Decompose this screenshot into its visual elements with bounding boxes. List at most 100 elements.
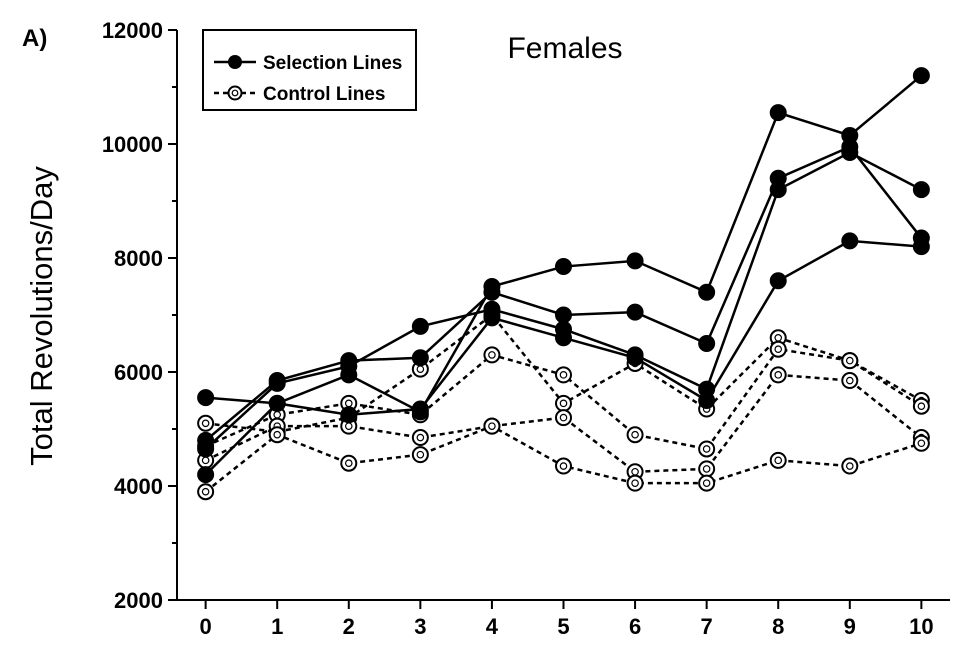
legend-selection-label: Selection Lines [263,53,402,74]
control-data-point [912,434,930,452]
y-tick-label: 4000 [114,474,163,499]
y-tick-label: 10000 [102,132,163,157]
selection-data-point [411,400,429,418]
control-data-point-inner [344,459,353,468]
control-line-8 [197,417,930,501]
control-data-point [340,454,358,472]
x-tick-label: 7 [701,614,713,639]
control-data-point [268,426,286,444]
selection-data-point [197,466,215,484]
selection-data-point [483,283,501,301]
control-data-point [555,457,572,475]
control-data-point [555,409,572,427]
control-data-point-inner [702,479,711,487]
y-tick-label: 2000 [114,588,163,613]
legend-control-marker-inner [231,89,239,97]
legend-selection-marker [228,55,242,69]
y-tick-label: 6000 [114,360,163,385]
control-data-point-inner [559,371,568,379]
panel-label: A) [22,25,47,52]
control-data-point-inner [631,430,639,439]
selection-line-path [205,74,923,414]
legend-control-marker [227,85,243,101]
selection-data-point [698,392,716,409]
control-data-point-inner [774,345,783,354]
selection-data-point [555,329,572,347]
control-data-point-inner [488,351,496,359]
selection-data-point [769,104,787,122]
control-data-point [197,414,215,432]
legend-control-label: Control Lines [263,84,385,105]
legend: Selection Lines Control Lines [202,29,417,111]
control-data-point [411,446,429,464]
selection-data-point [626,252,644,270]
control-data-point-inner [917,439,926,448]
control-data-point [912,397,930,415]
selection-data-point [769,181,787,199]
control-data-point-inner [416,450,425,459]
control-data-point [626,426,644,444]
selection-data-point [340,406,358,424]
y-axis-label: Total Revolutions/Day [24,166,59,466]
x-tick-label: 5 [557,614,569,639]
selection-data-point [483,309,501,327]
selection-line-4 [197,232,930,484]
x-tick-label: 0 [200,614,212,639]
control-data-point [555,366,572,384]
selection-data-point [769,272,787,290]
control-line-path [205,373,923,474]
selection-data-point [698,283,716,301]
selection-data-point [268,374,286,392]
y-tick-label: 12000 [102,18,163,43]
control-data-point [769,451,787,469]
control-data-point [483,346,501,364]
control-data-point-inner [273,430,282,439]
x-tick-label: 3 [414,614,426,639]
control-data-point [698,460,716,478]
control-data-point-inner [559,462,568,470]
x-tick-label: 6 [629,614,641,639]
selection-data-point [411,349,429,367]
control-data-point [626,474,644,492]
x-tick-label: 4 [486,614,499,639]
control-data-point-inner [416,433,425,442]
selection-data-point [912,67,930,85]
selection-data-point [340,357,358,375]
control-data-point-inner [917,402,926,411]
selection-data-point [268,394,286,412]
control-data-point [698,474,716,492]
control-data-point [698,440,716,458]
y-tick-label: 8000 [114,246,163,271]
selection-data-point [555,258,572,276]
selection-data-point [698,335,716,352]
selection-data-point [626,349,644,367]
control-data-point [841,457,859,475]
control-data-point-inner [845,462,854,470]
control-data-point-inner [559,399,568,408]
control-data-point-inner [702,465,711,473]
x-tick-label: 1 [271,614,283,639]
control-data-point [841,352,859,370]
axes: 2000 4000 6000 8000 10000 12000 0 1 2 3 4 5 6 7 8 9 10 [102,18,950,639]
control-data-point-inner [631,479,639,487]
control-data-point-inner [845,376,854,385]
selection-line-2 [197,138,930,449]
selection-data-point [841,232,859,250]
control-data-point-inner [774,371,783,379]
selection-data-point [555,306,572,324]
selection-data-point [841,144,859,162]
selection-line-path [204,239,922,476]
selection-data-point [912,181,930,199]
control-data-point-inner [201,487,210,496]
control-data-point-inner [201,419,210,428]
selection-data-point [411,317,429,335]
control-data-point-inner [845,356,854,365]
x-tick-label: 10 [909,614,933,639]
control-data-point-inner [774,456,783,465]
selection-data-point [626,303,644,321]
control-data-point [769,340,787,358]
x-tick-label: 8 [772,614,784,639]
selection-data-point [197,440,215,458]
control-data-point [197,483,215,501]
